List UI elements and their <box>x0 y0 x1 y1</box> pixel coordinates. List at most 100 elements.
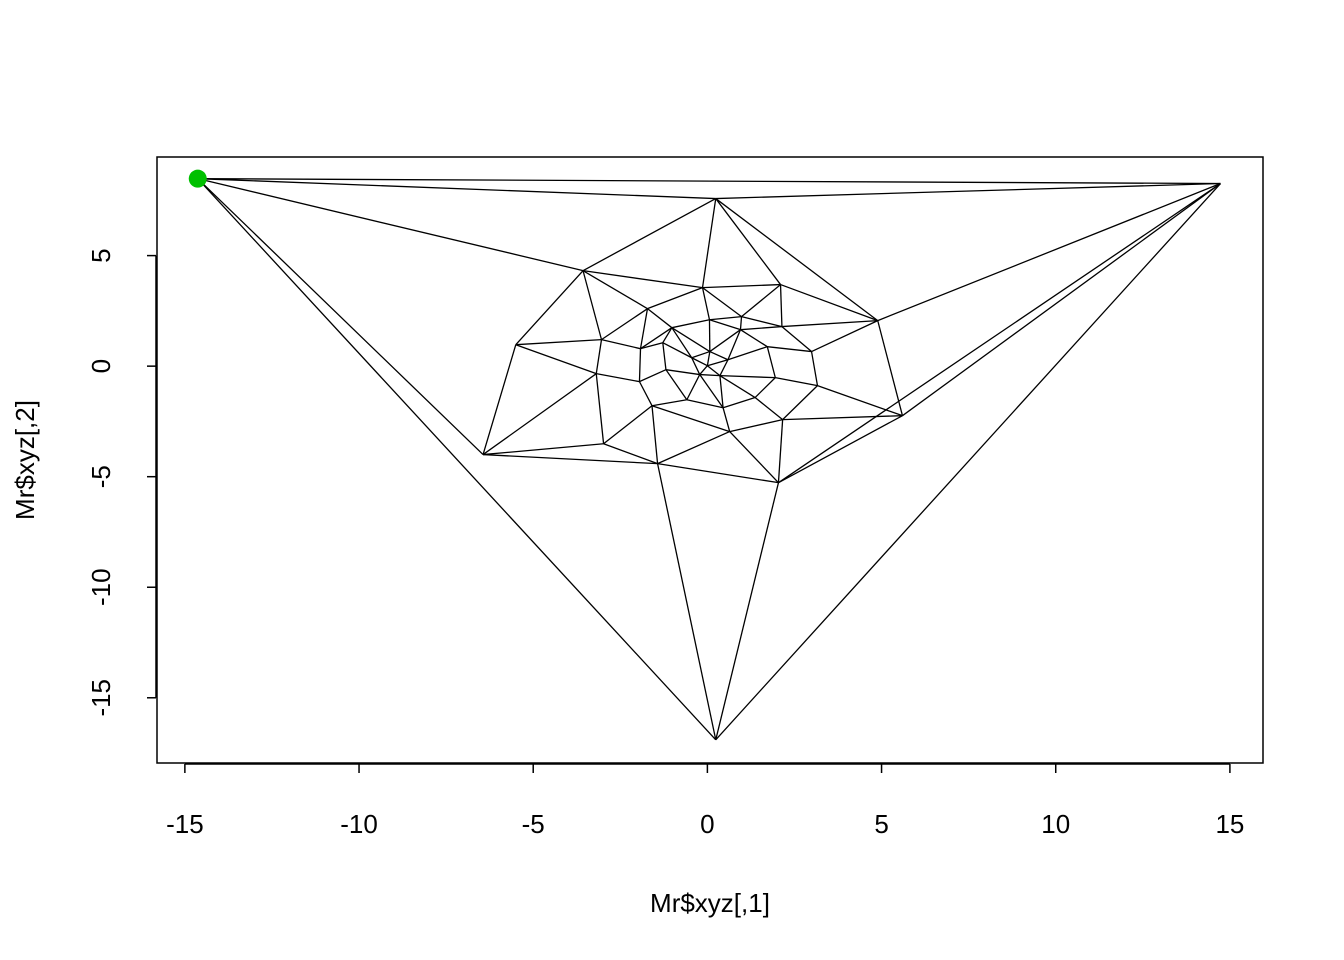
mesh-edge <box>651 405 659 464</box>
mesh-edge <box>639 369 667 383</box>
mesh-edge <box>686 374 701 401</box>
mesh-edge <box>691 350 711 359</box>
mesh-edge <box>740 329 768 348</box>
mesh-edge <box>639 308 649 349</box>
mesh-edge <box>715 198 879 322</box>
mesh-edge <box>595 339 603 374</box>
mesh-edge <box>741 284 781 318</box>
mesh-edge <box>603 443 658 465</box>
mesh-edge <box>719 375 724 408</box>
mesh-edge <box>691 357 701 375</box>
mesh-edge <box>665 369 700 376</box>
mesh-edge <box>197 178 716 200</box>
mesh-edge <box>582 270 603 340</box>
mesh-edge <box>638 381 653 407</box>
mesh-edge <box>766 346 776 378</box>
x-tick-label: -10 <box>340 809 378 839</box>
highlight-point <box>188 169 207 188</box>
mesh-edge <box>651 405 730 433</box>
mesh-edge <box>665 369 688 401</box>
x-axis-label: Mr$xyz[,1] <box>650 888 770 918</box>
mesh-edge <box>775 377 818 387</box>
x-tick-label: 10 <box>1041 809 1070 839</box>
plot-box <box>156 156 1264 764</box>
mesh-edge <box>197 178 717 741</box>
mesh-edge <box>699 365 708 375</box>
mesh-edge <box>778 182 1221 484</box>
mesh-edge <box>727 346 768 361</box>
mesh-edge <box>702 283 781 289</box>
mesh-edge <box>702 287 742 318</box>
mesh-edge <box>709 350 729 361</box>
mesh-edge <box>595 373 605 444</box>
mesh-edge <box>719 359 729 376</box>
mesh-edge <box>722 396 756 409</box>
mesh-edge <box>197 178 484 456</box>
mesh-edge <box>515 270 584 346</box>
mesh-edge <box>715 183 1221 741</box>
x-tick-label: -5 <box>522 809 545 839</box>
mesh-edge <box>657 463 779 484</box>
x-tick-label: 15 <box>1215 809 1244 839</box>
mesh-edge <box>715 482 780 740</box>
mesh-edge <box>740 325 782 331</box>
mesh-edge <box>754 397 784 421</box>
mesh-edge <box>707 359 729 367</box>
mesh-edge <box>767 346 812 353</box>
y-tick-label: -5 <box>86 465 116 488</box>
mesh-edge <box>777 419 784 483</box>
mesh-edge <box>754 377 776 399</box>
mesh-edge <box>811 320 879 353</box>
mesh-edge <box>515 344 597 375</box>
mesh-edge <box>706 351 711 366</box>
y-axis-label: Mr$xyz[,2] <box>10 400 40 520</box>
mesh-edge <box>699 374 724 409</box>
mesh-edge <box>719 375 776 379</box>
mesh-edge <box>640 342 663 350</box>
y-tick-label: -10 <box>86 568 116 606</box>
mesh-edge <box>709 329 741 353</box>
mesh-edge <box>651 399 687 407</box>
mesh-edge <box>701 287 711 320</box>
mesh-edge <box>483 453 658 465</box>
mesh-edge <box>719 375 756 399</box>
mesh-edge <box>657 430 730 465</box>
mesh-edge <box>601 308 648 341</box>
mesh-edge <box>779 284 783 327</box>
mesh-edge <box>782 385 818 421</box>
y-tick-label: -15 <box>86 679 116 717</box>
mesh-edge <box>671 319 710 329</box>
mesh-edge <box>662 342 667 370</box>
mesh-edge <box>709 319 741 331</box>
mesh-edge <box>699 373 720 377</box>
mesh-edge <box>197 178 1221 185</box>
mesh-edge <box>603 405 653 445</box>
mesh-edge <box>817 384 903 417</box>
mesh-edge <box>701 198 717 288</box>
mesh-edge <box>729 431 779 484</box>
mesh-edge <box>781 326 812 353</box>
mesh-edge <box>781 319 878 328</box>
x-tick-label: 5 <box>874 809 888 839</box>
mesh-edge <box>596 373 640 383</box>
mesh-edge <box>739 316 743 330</box>
mesh-edge <box>197 178 584 272</box>
mesh-edge <box>582 197 717 272</box>
mesh-edge <box>647 308 673 329</box>
mesh-edge <box>582 269 703 289</box>
mesh-edge <box>709 315 742 321</box>
mesh-edge <box>691 357 708 367</box>
mesh-edge <box>640 327 673 350</box>
mesh-edge <box>727 329 742 360</box>
y-tick-label: 0 <box>86 359 116 373</box>
mesh-edge <box>780 283 878 322</box>
mesh-edge <box>656 463 717 740</box>
mesh-edge <box>729 419 783 433</box>
mesh-edge <box>715 198 782 285</box>
y-tick-label: 5 <box>86 248 116 262</box>
mesh-edge <box>662 342 693 359</box>
mesh-edge <box>671 327 711 353</box>
mesh-edge <box>482 443 604 456</box>
mesh-edge <box>877 182 1221 322</box>
